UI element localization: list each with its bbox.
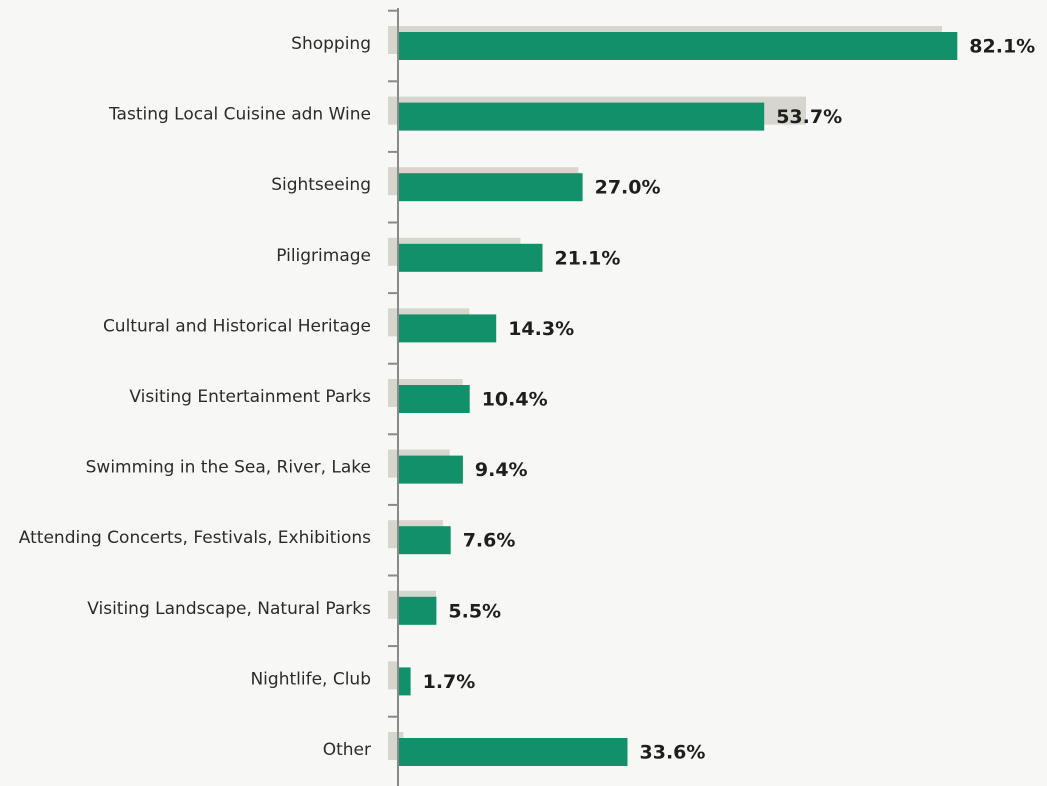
category-label: Attending Concerts, Festivals, Exhibitio… xyxy=(19,528,371,548)
data-label: 5.5% xyxy=(448,600,501,622)
y-axis xyxy=(388,8,399,786)
category-label: Sightseeing xyxy=(271,175,371,195)
bar xyxy=(399,738,628,766)
bar xyxy=(399,32,958,60)
category-label: Shopping xyxy=(291,34,371,54)
bar xyxy=(399,596,437,625)
data-label: 27.0% xyxy=(595,177,661,199)
category-label: Cultural and Historical Heritage xyxy=(103,316,371,336)
bars xyxy=(399,32,958,766)
category-label: Piligrimage xyxy=(276,246,371,266)
data-label: 14.3% xyxy=(508,318,574,340)
category-label: Visiting Landscape, Natural Parks xyxy=(87,599,371,619)
bar xyxy=(399,102,765,131)
bar xyxy=(399,667,411,696)
category-labels: Shopping Tasting Local Cuisine adn Wine Si… xyxy=(19,34,371,760)
category-label: Swimming in the Sea, River, Lake xyxy=(86,458,371,478)
category-label: Visiting Entertainment Parks xyxy=(129,387,371,407)
data-label: 9.4% xyxy=(475,459,528,481)
bar xyxy=(399,385,470,413)
category-label: Nightlife, Club xyxy=(250,669,371,689)
bar xyxy=(399,243,543,272)
data-label: 33.6% xyxy=(640,742,706,764)
data-label: 53.7% xyxy=(776,106,842,128)
data-labels: 82.1% 53.7% 27.0% 21.1% 14.3% 10.4% 9.4% 7.6% 5.… xyxy=(423,36,1036,764)
data-label: 10.4% xyxy=(482,389,548,411)
bar xyxy=(399,173,583,202)
bar xyxy=(399,526,451,555)
bar xyxy=(399,455,463,484)
data-label: 21.1% xyxy=(555,247,621,269)
category-label: Tasting Local Cuisine adn Wine xyxy=(108,105,371,125)
data-label: 1.7% xyxy=(423,671,476,693)
data-label: 82.1% xyxy=(969,36,1035,58)
category-label: Other xyxy=(323,740,371,760)
bar xyxy=(399,314,497,343)
shadow-bar xyxy=(388,661,398,690)
data-label: 7.6% xyxy=(463,530,516,552)
